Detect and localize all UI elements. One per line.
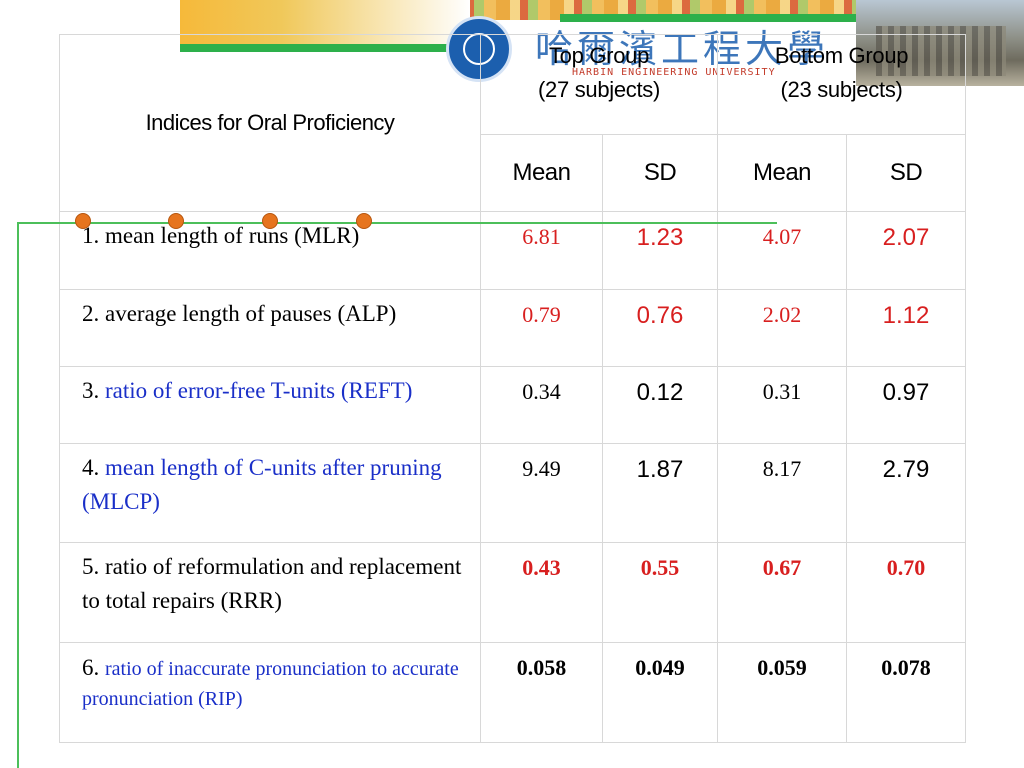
stat-mean-bottom: Mean bbox=[717, 134, 848, 212]
table-row: 2. average length of pauses (ALP) 0.79 0… bbox=[59, 289, 967, 367]
row-label-suffix: (MLCP) bbox=[82, 489, 160, 514]
cell-bottom-mean: 4.07 bbox=[717, 211, 848, 290]
cell-top-sd: 0.12 bbox=[601, 366, 719, 444]
row-label: 4. mean length of C-units after pruning … bbox=[59, 443, 481, 543]
stat-mean-top: Mean bbox=[480, 134, 603, 212]
cell-top-mean: 6.81 bbox=[480, 211, 603, 290]
row-label: 6. ratio of inaccurate pronunciation to … bbox=[59, 642, 481, 743]
row-prefix: 2. bbox=[82, 301, 105, 326]
row-label-text: ratio of error-free T-units (REFT) bbox=[105, 378, 413, 403]
table-row: 3. ratio of error-free T-units (REFT) 0.… bbox=[59, 366, 967, 444]
table-row: 4. mean length of C-units after pruning … bbox=[59, 443, 967, 543]
row-label-text: mean length of C-units after pruning bbox=[105, 455, 442, 480]
stat-sd-bottom: SD bbox=[846, 134, 967, 212]
decor-orange-dot-icon bbox=[168, 213, 184, 229]
table-stat-row: Mean SD Mean SD bbox=[60, 134, 967, 212]
decor-vertical-line bbox=[17, 223, 19, 768]
table-row: 6. ratio of inaccurate pronunciation to … bbox=[59, 642, 967, 743]
cell-bottom-mean: 0.67 bbox=[717, 542, 848, 643]
cell-bottom-sd: 1.12 bbox=[846, 289, 967, 367]
row-label-text: average length of pauses (ALP) bbox=[105, 301, 397, 326]
cell-top-mean: 0.79 bbox=[480, 289, 603, 367]
table-title: Indices for Oral Proficiency bbox=[59, 34, 481, 212]
row-prefix: 5. bbox=[82, 554, 105, 579]
cell-bottom-sd: 2.79 bbox=[846, 443, 967, 543]
row-label: 5. ratio of reformulation and replacemen… bbox=[59, 542, 481, 643]
cell-bottom-mean: 0.31 bbox=[717, 366, 848, 444]
top-group-header: Top Group (27 subjects) bbox=[479, 34, 719, 135]
top-group-label: Top Group bbox=[548, 43, 650, 68]
decor-orange-dot-icon bbox=[356, 213, 372, 229]
bottom-group-header: Bottom Group (23 subjects) bbox=[717, 34, 967, 135]
cell-bottom-mean: 8.17 bbox=[717, 443, 848, 543]
cell-top-mean: 9.49 bbox=[480, 443, 603, 543]
row-prefix: 3. bbox=[82, 378, 105, 403]
decor-orange-dot-icon bbox=[262, 213, 278, 229]
cell-top-mean: 0.058 bbox=[480, 642, 603, 743]
decor-horizontal-line bbox=[17, 222, 777, 224]
cell-bottom-sd: 0.70 bbox=[846, 542, 967, 643]
row-prefix: 6. bbox=[82, 655, 105, 680]
cell-bottom-mean: 2.02 bbox=[717, 289, 848, 367]
bottom-group-label: Bottom Group bbox=[774, 43, 909, 68]
header-green-stripe-right bbox=[560, 14, 1024, 22]
table-header-row: Indices for Oral Proficiency Top Group (… bbox=[59, 34, 967, 212]
row-label-text: ratio of reformulation and replacement t… bbox=[82, 554, 462, 613]
cell-top-sd: 1.87 bbox=[601, 443, 719, 543]
row-label-text: ratio of inaccurate pronunciation to acc… bbox=[82, 658, 459, 710]
bottom-group-subjects: (23 subjects) bbox=[780, 77, 903, 102]
row-label-text: mean length of runs (MLR) bbox=[105, 223, 360, 248]
row-prefix: 4. bbox=[82, 455, 105, 480]
cell-top-sd: 0.55 bbox=[601, 542, 719, 643]
cell-bottom-sd: 0.078 bbox=[846, 642, 967, 743]
oral-proficiency-table: Indices for Oral Proficiency Top Group (… bbox=[59, 34, 967, 743]
row-prefix: 1. bbox=[82, 223, 105, 248]
cell-top-sd: 0.049 bbox=[601, 642, 719, 743]
cell-top-mean: 0.43 bbox=[480, 542, 603, 643]
cell-bottom-mean: 0.059 bbox=[717, 642, 848, 743]
table-row: 5. ratio of reformulation and replacemen… bbox=[59, 542, 967, 643]
cell-bottom-sd: 2.07 bbox=[846, 211, 967, 290]
row-label: 3. ratio of error-free T-units (REFT) bbox=[59, 366, 481, 444]
top-group-subjects: (27 subjects) bbox=[537, 77, 661, 102]
stat-sd-top: SD bbox=[601, 134, 719, 212]
cell-top-mean: 0.34 bbox=[480, 366, 603, 444]
row-label: 2. average length of pauses (ALP) bbox=[59, 289, 481, 367]
cell-top-sd: 0.76 bbox=[601, 289, 719, 367]
cell-top-sd: 1.23 bbox=[601, 211, 719, 290]
cell-bottom-sd: 0.97 bbox=[846, 366, 967, 444]
decor-orange-dot-icon bbox=[75, 213, 91, 229]
